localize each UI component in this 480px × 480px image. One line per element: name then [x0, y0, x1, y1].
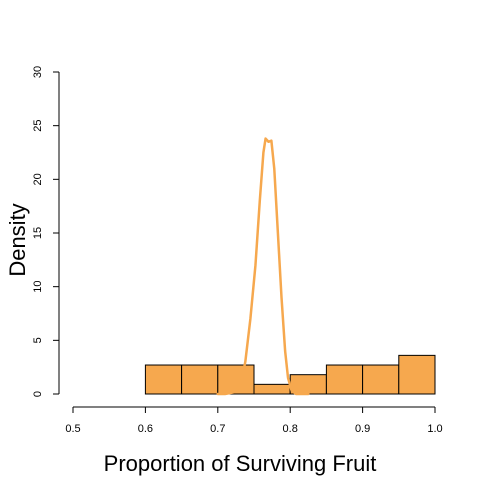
histogram-bar [398, 354, 436, 395]
y-tick-label: 30 [32, 66, 44, 78]
x-tick-label: 0.5 [65, 423, 80, 435]
y-tick-label: 5 [32, 337, 44, 343]
histogram-bar [289, 374, 327, 395]
density-curve-layer [216, 137, 310, 396]
y-tick-label: 0 [32, 391, 44, 397]
histogram-bar [362, 364, 400, 395]
histogram-bars [144, 354, 436, 395]
histogram-bar [181, 364, 219, 395]
y-axis: 0 5 10 15 20 25 30 [32, 66, 60, 397]
x-tick-label: 0.6 [138, 423, 153, 435]
histogram-bar [253, 383, 291, 395]
x-tick-label: 1.0 [427, 423, 442, 435]
x-tick-label: 0.7 [210, 423, 225, 435]
x-tick-label: 0.9 [355, 423, 370, 435]
density-curve [216, 137, 310, 396]
y-tick-label: 25 [32, 120, 44, 132]
x-axis: 0.5 0.6 0.7 0.8 0.9 1.0 [65, 406, 443, 435]
histogram-bar [217, 364, 255, 395]
x-tick-label: 0.8 [283, 423, 298, 435]
y-tick-label: 20 [32, 173, 44, 185]
y-tick-label: 10 [32, 281, 44, 293]
x-axis-title: Proportion of Surviving Fruit [104, 451, 377, 476]
histogram-bar [144, 364, 183, 395]
y-axis-title: Density [5, 203, 30, 276]
histogram-bar [325, 364, 364, 395]
y-tick-label: 15 [32, 227, 44, 239]
